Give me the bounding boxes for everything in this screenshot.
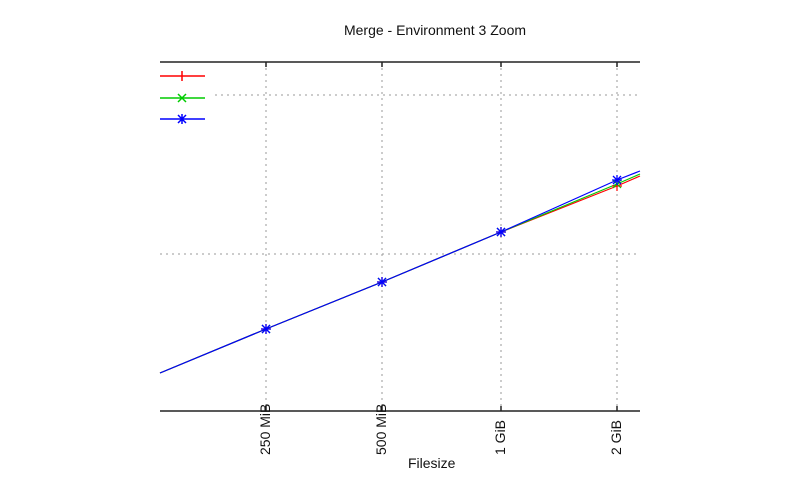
gridlines bbox=[160, 62, 640, 411]
chart-title: Merge - Environment 3 Zoom bbox=[343, 22, 527, 38]
x-axis-label: Filesize bbox=[408, 455, 456, 471]
x-tick-label: 250 MiB bbox=[257, 403, 273, 455]
series-blue-markers bbox=[261, 175, 622, 334]
x-tick-label: 500 MiB bbox=[373, 403, 389, 455]
legend-x-marker-icon bbox=[177, 93, 187, 103]
x-tick-label: 1 GiB bbox=[492, 419, 508, 455]
tick-marks bbox=[265, 62, 618, 411]
legend bbox=[160, 71, 205, 124]
series-blue-line bbox=[159, 170, 641, 374]
x-tick-label: 2 GiB bbox=[608, 419, 624, 455]
legend-star-marker-icon bbox=[177, 114, 187, 124]
